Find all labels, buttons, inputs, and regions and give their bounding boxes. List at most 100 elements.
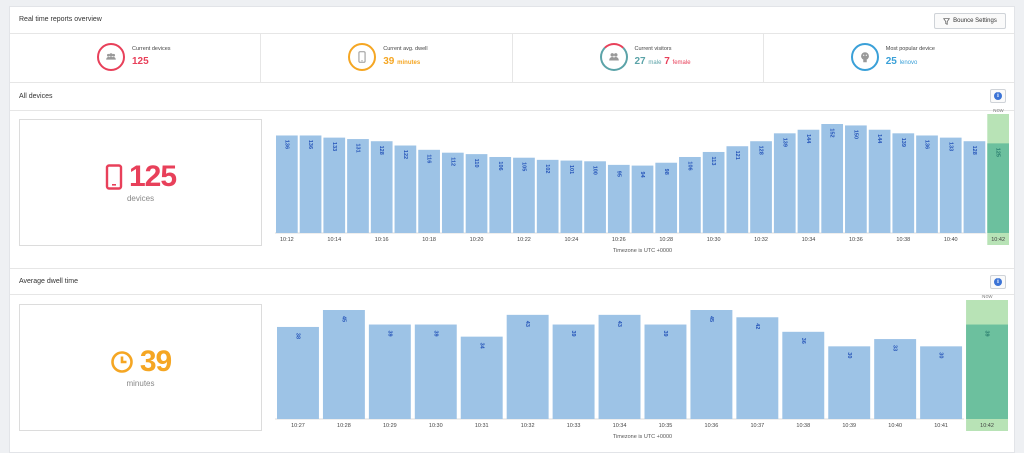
bar-value-label: 100 — [592, 166, 598, 175]
bar[interactable] — [607, 164, 630, 233]
bar[interactable] — [963, 141, 986, 233]
all-devices-info-button[interactable]: i — [990, 89, 1006, 103]
avg-dwell-title: Average dwell time — [19, 278, 79, 285]
x-tick-label: 10:33 — [567, 423, 581, 429]
bar[interactable] — [552, 324, 595, 419]
bar-value-label: 110 — [473, 159, 479, 168]
stat-current-visitors: Current visitors 27 male 7 female — [513, 34, 764, 82]
bar[interactable] — [782, 331, 825, 419]
stat-value: 125 — [132, 56, 149, 67]
bar[interactable] — [276, 135, 298, 233]
x-tick-label: 10:16 — [375, 237, 389, 243]
bar[interactable] — [892, 133, 915, 233]
bar-value-label: 128 — [971, 146, 977, 155]
bar[interactable] — [418, 149, 440, 233]
bar[interactable] — [370, 141, 393, 233]
bar[interactable] — [347, 139, 369, 233]
bar[interactable] — [939, 137, 962, 233]
all-devices-chart: 136 136 133 131 128 122 116 112 110 106 105 102 101 1… — [275, 109, 1010, 245]
bar-value-label: 152 — [829, 128, 835, 137]
bar-value-label: 45 — [340, 316, 346, 322]
stat-label: Current visitors — [634, 46, 672, 52]
kpi-figure: 39 — [20, 345, 261, 379]
x-tick-label: 10:34 — [802, 237, 816, 243]
now-label: Now — [982, 295, 993, 300]
bar-value-label: 39 — [984, 330, 990, 336]
bar[interactable] — [690, 310, 733, 419]
bar[interactable] — [644, 324, 687, 419]
bar-value-label: 39 — [570, 330, 576, 336]
x-tick-label: 10:12 — [280, 237, 294, 243]
bar[interactable] — [773, 133, 796, 233]
bar[interactable] — [368, 324, 411, 419]
bar[interactable] — [598, 314, 641, 419]
divider — [10, 294, 1014, 295]
bar[interactable] — [797, 129, 820, 233]
female-count: 7 — [664, 56, 670, 67]
bar[interactable] — [874, 339, 917, 419]
bar[interactable] — [584, 161, 606, 233]
avg-dwell-info-button[interactable]: i — [990, 275, 1006, 289]
page-title: Real time reports overview — [19, 16, 102, 23]
phone-icon — [348, 43, 377, 71]
stat-number: 25 — [885, 56, 897, 67]
avg-dwell-kpi: 39 minutes — [19, 304, 262, 431]
bar[interactable] — [299, 135, 322, 233]
bar-value-label: 95 — [615, 171, 621, 177]
bar-value-label: 112 — [449, 157, 455, 166]
bar[interactable] — [322, 310, 365, 419]
bar-value-label: 106 — [686, 161, 692, 170]
x-tick-label: 10:32 — [521, 423, 535, 429]
bar[interactable] — [536, 159, 559, 233]
bar[interactable] — [916, 135, 938, 233]
bar-value-label: 125 — [995, 148, 1001, 157]
male-label: male — [648, 60, 662, 66]
bar[interactable] — [966, 324, 1008, 419]
bar[interactable] — [323, 137, 346, 233]
bar[interactable] — [465, 154, 488, 233]
x-tick-label: 10:28 — [337, 423, 351, 429]
bar[interactable] — [655, 162, 678, 233]
stat-value: 39 minutes — [383, 56, 420, 67]
bar[interactable] — [441, 152, 464, 233]
x-tick-label: 10:30 — [707, 237, 721, 243]
bar[interactable] — [736, 317, 779, 419]
bar-value-label: 43 — [616, 321, 622, 327]
stat-value: 27 male 7 female — [635, 56, 691, 67]
stat-number: 39 — [383, 56, 395, 67]
kpi-value: 125 — [128, 160, 177, 193]
bar[interactable] — [702, 151, 725, 233]
x-tick-label: 10:39 — [842, 423, 856, 429]
bar[interactable] — [394, 145, 417, 233]
x-tick-label: 10:26 — [612, 237, 626, 243]
x-tick-label: 10:42 — [991, 237, 1005, 243]
bar-value-label: 144 — [876, 134, 882, 144]
bar[interactable] — [560, 160, 583, 233]
bar[interactable] — [631, 165, 654, 233]
bar[interactable] — [277, 326, 319, 419]
stat-unit: minutes — [397, 60, 421, 66]
bar[interactable] — [489, 156, 512, 233]
bar[interactable] — [513, 157, 535, 233]
bar[interactable] — [868, 129, 891, 233]
info-icon: i — [994, 92, 1002, 100]
bar[interactable] — [987, 143, 1009, 233]
bar[interactable] — [750, 141, 772, 233]
bar[interactable] — [460, 336, 503, 419]
bounce-settings-button[interactable]: Bounce Settings — [934, 13, 1006, 29]
bar[interactable] — [506, 314, 549, 419]
bar-value-label: 94 — [639, 172, 645, 179]
bar[interactable] — [920, 346, 963, 419]
bar[interactable] — [414, 324, 457, 419]
x-tick-label: 10:40 — [888, 423, 902, 429]
stat-value: 25 lenovo — [886, 56, 918, 67]
bar[interactable] — [845, 125, 867, 233]
bar[interactable] — [679, 156, 701, 233]
x-tick-label: 10:28 — [659, 237, 673, 243]
bar-value-label: 122 — [402, 150, 408, 159]
bar[interactable] — [828, 346, 871, 419]
bar[interactable] — [821, 124, 844, 233]
bar[interactable] — [726, 146, 749, 233]
x-tick-label: 10:29 — [383, 423, 397, 429]
all-devices-title: All devices — [19, 93, 53, 100]
